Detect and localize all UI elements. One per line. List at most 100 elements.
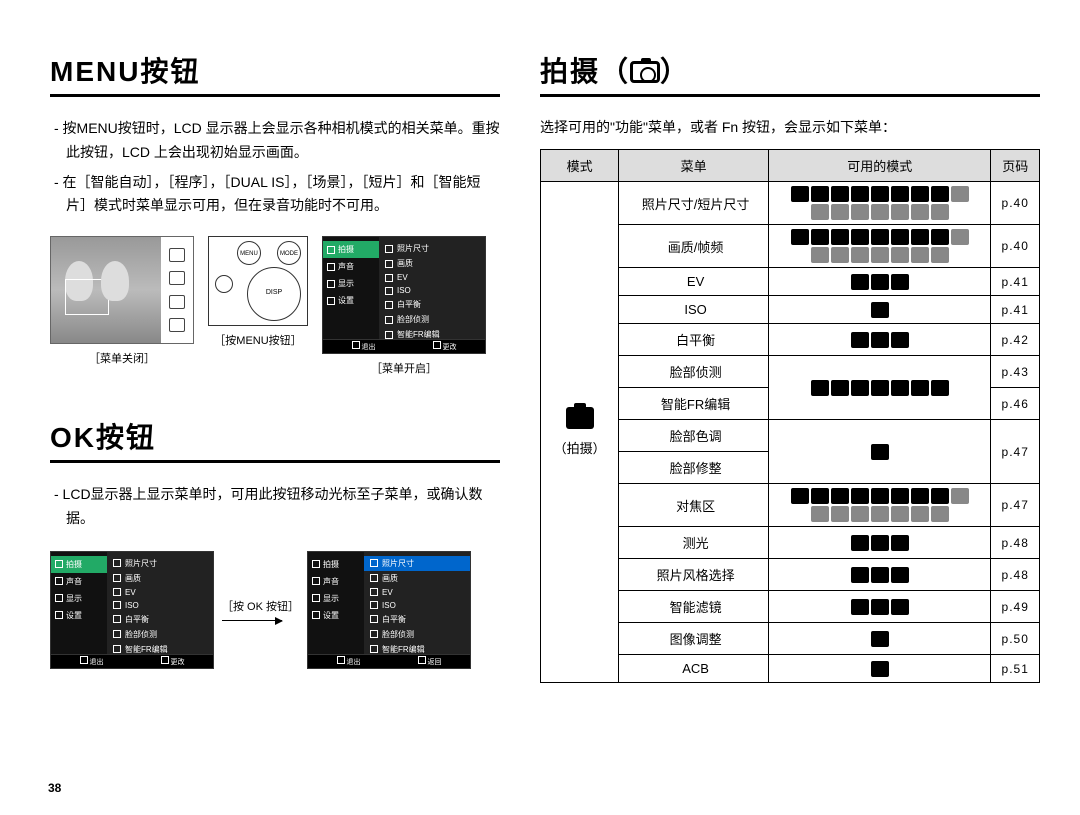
menu-cell: 照片尺寸/短片尺寸	[619, 182, 769, 225]
menu-cell: ISO	[619, 296, 769, 324]
mode-icon	[851, 332, 869, 348]
mode-icon	[811, 186, 829, 202]
mode-icon	[891, 567, 909, 583]
page-cell: p.46	[991, 388, 1040, 420]
page-cell: p.47	[991, 420, 1040, 484]
mode-icon	[831, 204, 849, 220]
mode-icon	[831, 247, 849, 263]
avail-modes-cell	[769, 484, 991, 527]
mode-label: （拍摄）	[554, 441, 606, 456]
table-row: （拍摄）照片尺寸/短片尺寸p.40	[541, 182, 1040, 225]
mode-icon	[811, 506, 829, 522]
mode-icon	[851, 380, 869, 396]
mode-icon	[951, 186, 969, 202]
mode-icon	[911, 229, 929, 245]
figure2-caption: ［按MENU按钮］	[208, 332, 308, 348]
mode-icon	[791, 229, 809, 245]
mode-icon	[891, 332, 909, 348]
menu-figure-row: ◉▭▭▭ ［菜单关闭］ MENU MODE ［按MENU按钮］	[50, 236, 500, 376]
page-cell: p.47	[991, 484, 1040, 527]
shoot-intro: 选择可用的"功能"菜单，或者 Fn 按钮，会显示如下菜单：	[540, 117, 1040, 137]
mode-icon	[931, 204, 949, 220]
mode-icon	[911, 506, 929, 522]
mode-icon	[851, 274, 869, 290]
mode-icon	[791, 488, 809, 504]
th-mode: 模式	[541, 150, 619, 182]
menu-cell: 测光	[619, 527, 769, 559]
mode-icon	[891, 488, 909, 504]
page-cell: p.48	[991, 527, 1040, 559]
mode-icon	[871, 332, 889, 348]
page-cell: p.51	[991, 655, 1040, 683]
menu-cell: 脸部侦测	[619, 356, 769, 388]
camera-mode-icon	[566, 407, 594, 429]
mode-icon	[851, 535, 869, 551]
mode-icon	[891, 229, 909, 245]
mode-icon	[891, 599, 909, 615]
figure-camera-back: MENU MODE ［按MENU按钮］	[208, 236, 308, 348]
mode-icon	[931, 488, 949, 504]
mode-icon	[911, 186, 929, 202]
ok-arrow-block: ［按 OK 按钮］	[222, 598, 299, 621]
arrow-icon	[222, 620, 282, 621]
mode-icon	[871, 535, 889, 551]
avail-modes-cell	[769, 324, 991, 356]
camera-ok-wheel-icon	[247, 267, 301, 321]
mode-icon	[951, 229, 969, 245]
figure-menu-open: 拍摄声音显示设置 照片尺寸画质EVISO白平衡脸部侦测智能FR编辑 退出 更改 …	[322, 236, 486, 376]
plus-icon	[169, 295, 185, 309]
mode-icon	[811, 380, 829, 396]
mode-icon	[891, 535, 909, 551]
mode-icon	[851, 229, 869, 245]
mode-icon	[851, 247, 869, 263]
mode-icon	[831, 488, 849, 504]
figure1-caption: ［菜单关闭］	[50, 350, 194, 366]
mode-icon	[871, 229, 889, 245]
page-cell: p.50	[991, 623, 1040, 655]
mode-icon	[891, 204, 909, 220]
avail-modes-cell	[769, 420, 991, 484]
figure-ok-before: 拍摄声音显示设置 照片尺寸画质EVISO白平衡脸部侦测智能FR编辑 退出 更改	[50, 551, 214, 669]
page-cell: p.41	[991, 296, 1040, 324]
figure-ok-after: 拍摄声音显示设置 照片尺寸画质EVISO白平衡脸部侦测智能FR编辑 退出 返回	[307, 551, 471, 669]
mode-icon	[871, 599, 889, 615]
mode-icon	[891, 506, 909, 522]
mode-icon	[811, 229, 829, 245]
menu-desc-2: - 在［智能自动］，［程序］，［DUAL IS］，［场景］，［短片］和［智能短片…	[66, 171, 500, 219]
mode-icon	[871, 204, 889, 220]
menu-cell: 脸部修整	[619, 452, 769, 484]
mode-icon	[891, 247, 909, 263]
mode-icon	[871, 488, 889, 504]
mode-icon	[851, 204, 869, 220]
mode-icon	[811, 204, 829, 220]
mode-icon	[871, 247, 889, 263]
menu-cell: 脸部色调	[619, 420, 769, 452]
mode-icon	[951, 488, 969, 504]
mode-icon	[911, 247, 929, 263]
mode-icon	[871, 444, 889, 460]
mode-icon	[931, 186, 949, 202]
th-menu: 菜单	[619, 150, 769, 182]
th-page: 页码	[991, 150, 1040, 182]
page-cell: p.43	[991, 356, 1040, 388]
mode-icon	[811, 488, 829, 504]
mode-icon	[871, 186, 889, 202]
figure-menu-closed: ◉▭▭▭ ［菜单关闭］	[50, 236, 194, 366]
mode-icon	[911, 204, 929, 220]
function-table: 模式 菜单 可用的模式 页码 （拍摄）照片尺寸/短片尺寸p.40画质/帧频p.4…	[540, 149, 1040, 683]
mode-cell: （拍摄）	[541, 182, 619, 683]
mode-icon	[871, 661, 889, 677]
avail-modes-cell	[769, 296, 991, 324]
shoot-title: 拍摄（）	[540, 50, 1040, 97]
page-cell: p.40	[991, 225, 1040, 268]
page-cell: p.40	[991, 182, 1040, 225]
figure3-caption: ［菜单开启］	[322, 360, 486, 376]
mode-icon	[811, 247, 829, 263]
macro-icon	[169, 318, 185, 332]
mode-icon	[851, 567, 869, 583]
menu-cell: 画质/帧频	[619, 225, 769, 268]
lcd-menu-open: 拍摄声音显示设置 照片尺寸画质EVISO白平衡脸部侦测智能FR编辑 退出 更改	[322, 236, 486, 354]
mode-icon	[891, 274, 909, 290]
avail-modes-cell	[769, 591, 991, 623]
mode-icon	[931, 247, 949, 263]
